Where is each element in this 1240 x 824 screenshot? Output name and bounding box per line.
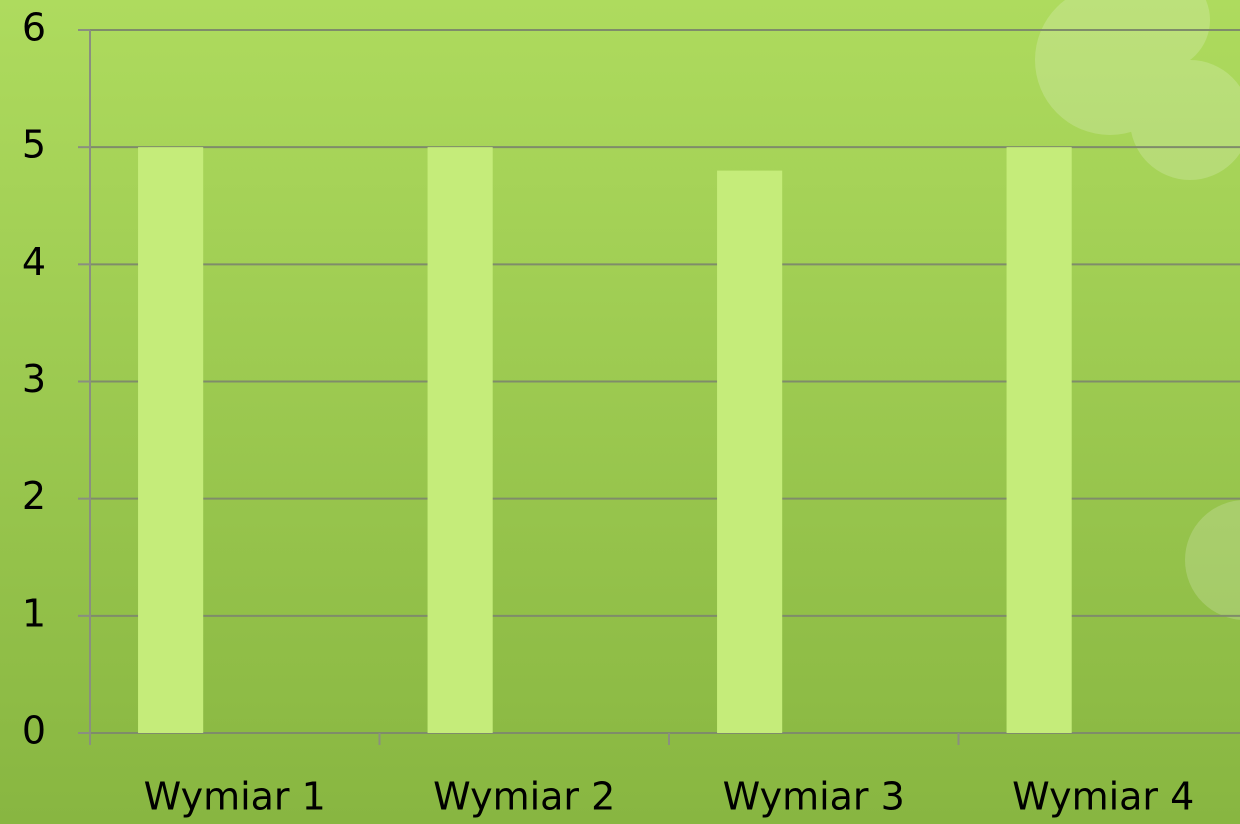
x-tick-label: Wymiar 2 (433, 775, 615, 819)
y-tick-label: 6 (22, 6, 46, 50)
y-tick-label: 4 (22, 240, 46, 284)
x-tick-label: Wymiar 3 (723, 775, 905, 819)
y-tick-label: 3 (22, 357, 46, 401)
y-tick-label: 2 (22, 474, 46, 518)
x-tick-label: Wymiar 4 (1012, 775, 1194, 819)
bar (138, 147, 204, 733)
bar (717, 170, 783, 734)
x-tick-label: Wymiar 1 (144, 775, 326, 819)
bar (427, 147, 493, 733)
y-tick-label: 0 (22, 709, 46, 753)
y-tick-label: 1 (22, 591, 46, 635)
y-tick-label: 5 (22, 123, 46, 167)
bar (1006, 147, 1072, 733)
decoration (1035, 0, 1240, 620)
